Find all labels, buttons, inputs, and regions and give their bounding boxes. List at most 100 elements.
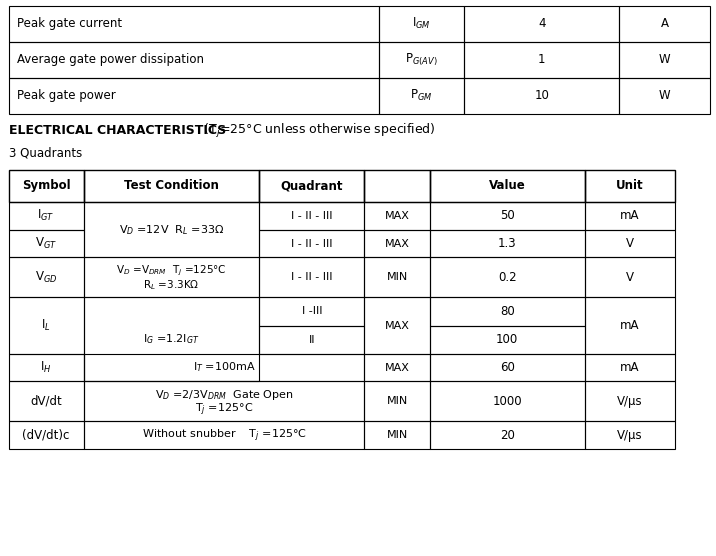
- Text: 20: 20: [500, 429, 515, 442]
- Bar: [430, 354, 585, 381]
- Text: 100: 100: [496, 333, 518, 346]
- Bar: [259, 202, 364, 230]
- Bar: [84, 257, 259, 297]
- Text: I$_{G}$ =1.2I$_{GT}$: I$_{G}$ =1.2I$_{GT}$: [143, 332, 200, 346]
- Text: mA: mA: [620, 361, 640, 374]
- Bar: [379, 78, 464, 114]
- Bar: [430, 257, 585, 297]
- Bar: [430, 421, 585, 449]
- Text: V/μs: V/μs: [617, 429, 643, 442]
- Text: I - II - III: I - II - III: [291, 272, 332, 282]
- Text: MAX: MAX: [384, 321, 410, 330]
- Bar: [9, 230, 84, 257]
- Bar: [364, 354, 430, 381]
- Text: I -III: I -III: [301, 306, 322, 316]
- Bar: [364, 381, 430, 421]
- Bar: [585, 257, 675, 297]
- Bar: [585, 297, 675, 354]
- Text: Test Condition: Test Condition: [124, 179, 219, 192]
- Text: P$_{G(AV)}$: P$_{G(AV)}$: [405, 52, 437, 68]
- Bar: [430, 202, 585, 230]
- Bar: [84, 202, 259, 257]
- Text: Peak gate power: Peak gate power: [17, 90, 116, 102]
- Bar: [364, 257, 430, 297]
- Bar: [430, 230, 585, 257]
- Text: I$_{GT}$: I$_{GT}$: [37, 208, 55, 224]
- Bar: [84, 297, 259, 381]
- Bar: [585, 381, 675, 421]
- Bar: [619, 6, 710, 42]
- Bar: [464, 42, 619, 78]
- Text: V: V: [626, 237, 634, 250]
- Text: I$_{T}$ =100mA: I$_{T}$ =100mA: [193, 361, 256, 374]
- Bar: [9, 42, 379, 78]
- Text: Unit: Unit: [616, 179, 644, 192]
- Text: MAX: MAX: [384, 211, 410, 221]
- Bar: [9, 297, 84, 354]
- Text: 1000: 1000: [493, 395, 522, 408]
- Text: 10: 10: [534, 90, 549, 102]
- Bar: [84, 421, 364, 449]
- Bar: [379, 6, 464, 42]
- Text: I$_{GM}$: I$_{GM}$: [412, 16, 431, 31]
- Text: V$_{GD}$: V$_{GD}$: [35, 270, 57, 285]
- Bar: [364, 297, 430, 354]
- Bar: [9, 421, 84, 449]
- Text: W: W: [659, 90, 670, 102]
- Text: V: V: [626, 271, 634, 284]
- Bar: [430, 297, 585, 325]
- Text: Value: Value: [489, 179, 526, 192]
- Text: 1.3: 1.3: [498, 237, 517, 250]
- Bar: [259, 230, 364, 257]
- Text: W: W: [659, 53, 670, 66]
- Bar: [585, 421, 675, 449]
- Text: (dV/dt)c: (dV/dt)c: [22, 429, 70, 442]
- Bar: [84, 381, 364, 421]
- Bar: [585, 354, 675, 381]
- Text: I - II - III: I - II - III: [291, 211, 332, 221]
- Text: I$_{L}$: I$_{L}$: [42, 318, 51, 333]
- Text: P$_{GM}$: P$_{GM}$: [410, 88, 432, 103]
- Bar: [464, 6, 619, 42]
- Text: Quadrant: Quadrant: [281, 179, 343, 192]
- Bar: [364, 421, 430, 449]
- Text: 3 Quadrants: 3 Quadrants: [9, 146, 82, 160]
- Text: MIN: MIN: [387, 430, 407, 440]
- Bar: [364, 230, 430, 257]
- Text: Average gate power dissipation: Average gate power dissipation: [17, 53, 204, 66]
- Text: ELECTRICAL CHARACTERISTICS: ELECTRICAL CHARACTERISTICS: [9, 124, 226, 137]
- Bar: [430, 170, 585, 202]
- Text: mA: mA: [620, 319, 640, 332]
- Bar: [430, 381, 585, 421]
- Text: dV/dt: dV/dt: [30, 395, 62, 408]
- Text: MIN: MIN: [387, 272, 407, 282]
- Text: V$_{GT}$: V$_{GT}$: [35, 236, 57, 251]
- Bar: [619, 42, 710, 78]
- Text: I$_{H}$: I$_{H}$: [40, 360, 52, 375]
- Text: V$_{D}$ =2/3V$_{DRM}$  Gate Open: V$_{D}$ =2/3V$_{DRM}$ Gate Open: [155, 388, 294, 401]
- Bar: [259, 170, 364, 202]
- Bar: [9, 257, 84, 297]
- Text: 80: 80: [500, 305, 515, 318]
- Bar: [585, 230, 675, 257]
- Text: I - II - III: I - II - III: [291, 239, 332, 249]
- Text: R$_{L}$ =3.3KΩ: R$_{L}$ =3.3KΩ: [143, 279, 200, 292]
- Bar: [585, 170, 675, 202]
- Text: 1: 1: [538, 53, 546, 66]
- Bar: [464, 78, 619, 114]
- Text: (T$_{j}$=25°C unless otherwise specified): (T$_{j}$=25°C unless otherwise specified…: [200, 122, 436, 140]
- Bar: [619, 78, 710, 114]
- Bar: [379, 42, 464, 78]
- Bar: [259, 325, 364, 354]
- Text: II: II: [309, 335, 315, 345]
- Text: Symbol: Symbol: [22, 179, 70, 192]
- Text: T$_{j}$ =125°C: T$_{j}$ =125°C: [195, 401, 253, 418]
- Text: 4: 4: [538, 17, 546, 30]
- Bar: [84, 354, 364, 381]
- Bar: [259, 297, 364, 325]
- Bar: [9, 170, 84, 202]
- Text: Peak gate current: Peak gate current: [17, 17, 122, 30]
- Text: V$_{D}$ =V$_{DRM}$  T$_{j}$ =125°C: V$_{D}$ =V$_{DRM}$ T$_{j}$ =125°C: [116, 264, 227, 278]
- Text: 60: 60: [500, 361, 515, 374]
- Text: V/μs: V/μs: [617, 395, 643, 408]
